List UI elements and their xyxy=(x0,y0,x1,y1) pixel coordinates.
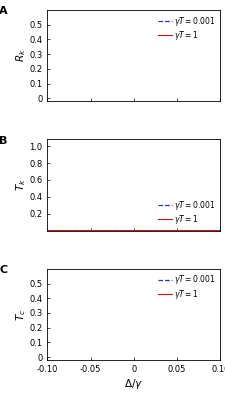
$\gamma T = 0.001$ xyxy=(132,208,135,212)
$\gamma T = 1$ xyxy=(108,228,111,233)
$\gamma T = 0.001$ xyxy=(54,228,57,233)
$\gamma T = 1$ xyxy=(46,208,49,213)
$\gamma T = 1$ xyxy=(173,208,176,212)
$\gamma T = 1$ xyxy=(148,228,151,233)
$\gamma T = 0.001$ xyxy=(173,208,176,213)
$\gamma T = 0.001$ xyxy=(183,208,185,213)
Text: A: A xyxy=(0,6,8,16)
$\gamma T = 1$ xyxy=(183,228,185,233)
$\gamma T = 0.001$ xyxy=(108,228,111,233)
$\gamma T = 1$ xyxy=(148,208,151,212)
$\gamma T = 0.001$ xyxy=(183,228,185,233)
$\gamma T = 1$ xyxy=(54,228,57,233)
$\gamma T = 1$ xyxy=(183,208,185,212)
$\gamma T = 1$ xyxy=(218,208,221,213)
Legend: $\gamma T = 0.001$, $\gamma T = 1$: $\gamma T = 0.001$, $\gamma T = 1$ xyxy=(157,14,216,42)
$\gamma T = 0.001$ xyxy=(148,228,151,233)
$\gamma T = 0.001$ xyxy=(173,228,176,233)
Legend: $\gamma T = 0.001$, $\gamma T = 1$: $\gamma T = 0.001$, $\gamma T = 1$ xyxy=(157,273,216,301)
$\gamma T = 0.001$ xyxy=(46,228,49,233)
$\gamma T = 0.001$ xyxy=(148,208,151,212)
$\gamma T = 0.001$ xyxy=(108,208,111,212)
$\gamma T = 1$ xyxy=(46,228,49,233)
$\gamma T = 0.001$ xyxy=(155,208,158,212)
$\gamma T = 1$ xyxy=(155,228,158,233)
Legend: $\gamma T = 0.001$, $\gamma T = 1$: $\gamma T = 0.001$, $\gamma T = 1$ xyxy=(157,198,216,227)
$\gamma T = 0.001$ xyxy=(218,209,221,214)
Text: B: B xyxy=(0,136,7,146)
$\gamma T = 1$ xyxy=(132,208,135,212)
$\gamma T = 1$ xyxy=(54,208,57,213)
Text: C: C xyxy=(0,265,7,275)
Line: $\gamma T = 0.001$: $\gamma T = 0.001$ xyxy=(47,210,219,212)
Y-axis label: $T_c$: $T_c$ xyxy=(14,308,28,320)
$\gamma T = 0.001$ xyxy=(218,228,221,233)
$\gamma T = 0.001$ xyxy=(54,209,57,214)
$\gamma T = 0.001$ xyxy=(155,228,158,233)
Y-axis label: $T_k$: $T_k$ xyxy=(14,179,28,191)
$\gamma T = 1$ xyxy=(108,208,111,212)
$\gamma T = 1$ xyxy=(155,208,158,212)
$\gamma T = 1$ xyxy=(173,228,176,233)
$\gamma T = 1$ xyxy=(218,228,221,233)
$\gamma T = 0.001$ xyxy=(46,209,49,214)
X-axis label: $\Delta/\gamma$: $\Delta/\gamma$ xyxy=(124,377,143,391)
Y-axis label: $R_k$: $R_k$ xyxy=(14,49,28,62)
